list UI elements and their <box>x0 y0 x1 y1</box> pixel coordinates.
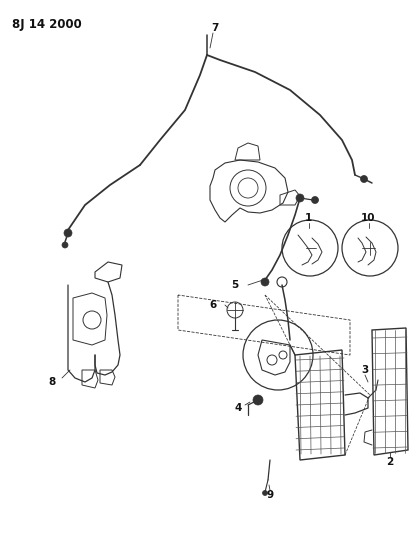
Circle shape <box>261 278 269 286</box>
Text: 3: 3 <box>361 365 369 375</box>
Text: 10: 10 <box>361 213 375 223</box>
Text: 4: 4 <box>234 403 242 413</box>
Text: 1: 1 <box>304 213 312 223</box>
Circle shape <box>62 242 68 248</box>
Circle shape <box>253 395 263 405</box>
Text: 2: 2 <box>386 457 393 467</box>
Circle shape <box>312 197 318 204</box>
Circle shape <box>64 229 72 237</box>
Circle shape <box>296 194 304 202</box>
Text: 9: 9 <box>266 490 273 500</box>
Text: 7: 7 <box>211 23 219 33</box>
Text: 6: 6 <box>210 300 217 310</box>
Text: 5: 5 <box>232 280 239 290</box>
Text: 8: 8 <box>49 377 56 387</box>
Text: 8J 14 2000: 8J 14 2000 <box>12 18 82 31</box>
Circle shape <box>361 175 368 182</box>
Circle shape <box>263 490 268 496</box>
